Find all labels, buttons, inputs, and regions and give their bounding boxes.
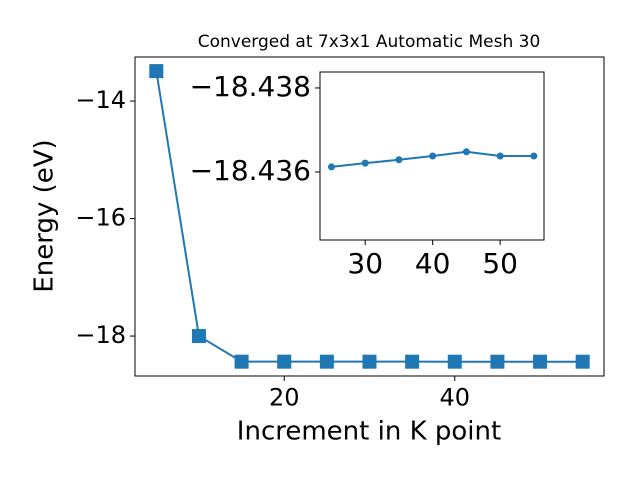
- x-tick-label: 40: [415, 247, 451, 280]
- x-tick-label: 20: [269, 383, 300, 411]
- x-axis-label: Increment in K point: [237, 417, 501, 447]
- y-tick-label: −16: [75, 204, 126, 232]
- y-axis-label: Energy (eV): [30, 139, 60, 292]
- marker: [496, 152, 504, 160]
- marker: [530, 152, 538, 160]
- y-tick-label: −18.438: [190, 70, 311, 103]
- x-tick-label: 40: [439, 383, 470, 411]
- chart-title: Converged at 7x3x1 Automatic Mesh 30: [198, 32, 541, 52]
- marker: [447, 354, 462, 369]
- x-tick-label: 30: [347, 247, 383, 280]
- marker: [362, 354, 377, 369]
- y-tick-label: −18: [75, 321, 126, 349]
- marker: [327, 163, 335, 171]
- marker: [429, 152, 437, 160]
- marker: [277, 354, 292, 369]
- marker: [319, 354, 334, 369]
- y-tick-label: −18.436: [190, 154, 311, 187]
- marker: [462, 148, 470, 156]
- marker: [395, 156, 403, 164]
- marker: [575, 354, 590, 369]
- marker: [149, 64, 164, 79]
- marker: [234, 354, 249, 369]
- marker: [361, 159, 369, 167]
- axes-frame: [134, 56, 605, 377]
- marker: [490, 354, 505, 369]
- axes-frame: [319, 71, 545, 241]
- y-tick-label: −14: [75, 86, 126, 114]
- marker: [191, 329, 206, 344]
- marker: [405, 354, 420, 369]
- marker: [533, 354, 548, 369]
- x-tick-label: 50: [482, 247, 518, 280]
